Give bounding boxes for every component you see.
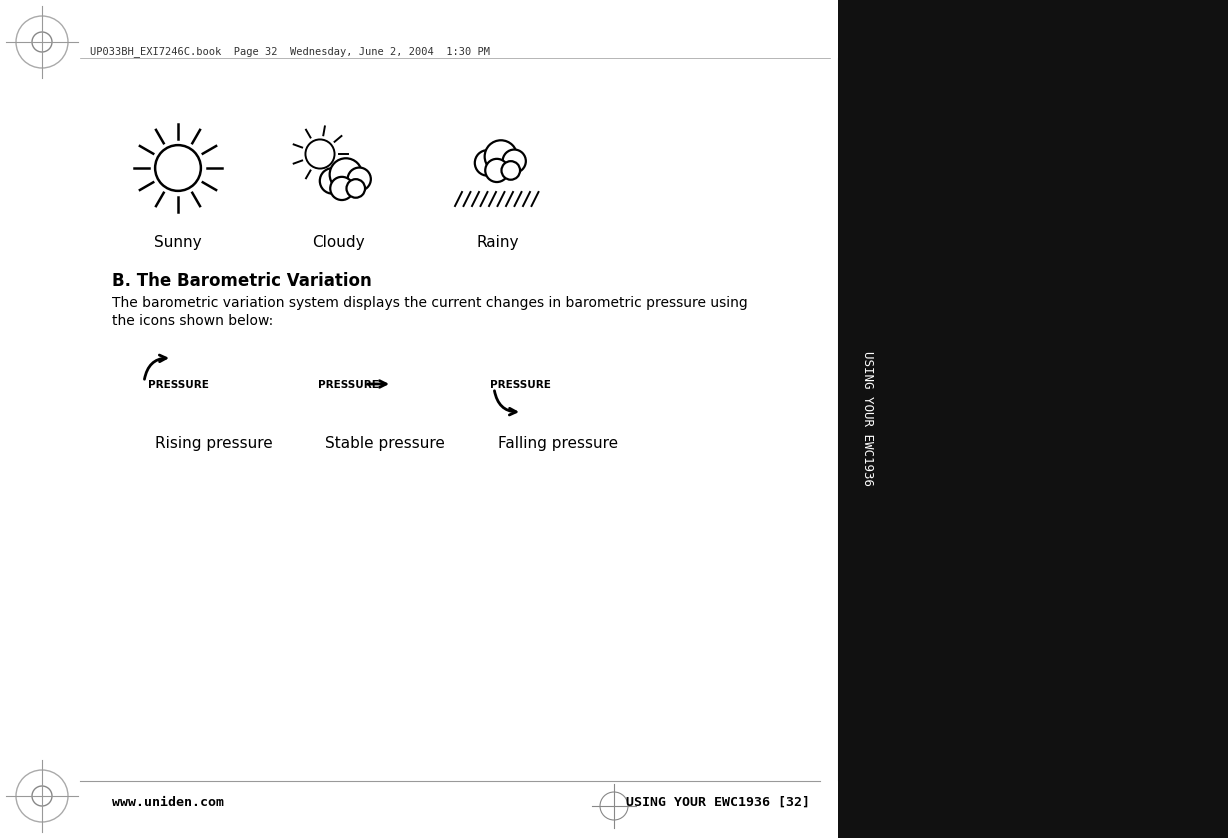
Text: Rising pressure: Rising pressure xyxy=(155,436,273,451)
Circle shape xyxy=(485,140,517,173)
Text: Sunny: Sunny xyxy=(155,235,201,250)
Circle shape xyxy=(329,158,362,191)
FancyArrowPatch shape xyxy=(367,380,386,387)
Text: The barometric variation system displays the current changes in barometric press: The barometric variation system displays… xyxy=(112,296,748,310)
Circle shape xyxy=(346,179,365,198)
Text: the icons shown below:: the icons shown below: xyxy=(112,314,274,328)
FancyArrowPatch shape xyxy=(145,355,166,380)
Text: PRESSURE: PRESSURE xyxy=(149,380,209,390)
Text: Stable pressure: Stable pressure xyxy=(325,436,445,451)
Circle shape xyxy=(502,149,526,173)
Text: www.uniden.com: www.uniden.com xyxy=(112,796,223,809)
Circle shape xyxy=(475,150,500,176)
Text: B. The Barometric Variation: B. The Barometric Variation xyxy=(112,272,372,290)
Circle shape xyxy=(306,139,334,168)
Text: PRESSURE: PRESSURE xyxy=(490,380,551,390)
Text: Rainy: Rainy xyxy=(476,235,519,250)
Text: Cloudy: Cloudy xyxy=(312,235,365,250)
FancyArrowPatch shape xyxy=(495,391,516,415)
Circle shape xyxy=(330,177,354,200)
Text: UP033BH_EXI7246C.book  Page 32  Wednesday, June 2, 2004  1:30 PM: UP033BH_EXI7246C.book Page 32 Wednesday,… xyxy=(90,46,490,57)
Circle shape xyxy=(319,168,345,194)
Text: USING YOUR EWC1936 [32]: USING YOUR EWC1936 [32] xyxy=(626,796,810,809)
Circle shape xyxy=(485,159,508,182)
Text: USING YOUR EWC1936: USING YOUR EWC1936 xyxy=(862,351,874,487)
Circle shape xyxy=(348,168,371,191)
Text: PRESSURE: PRESSURE xyxy=(318,380,379,390)
Circle shape xyxy=(501,161,519,179)
Text: Falling pressure: Falling pressure xyxy=(499,436,618,451)
Bar xyxy=(837,0,1228,838)
